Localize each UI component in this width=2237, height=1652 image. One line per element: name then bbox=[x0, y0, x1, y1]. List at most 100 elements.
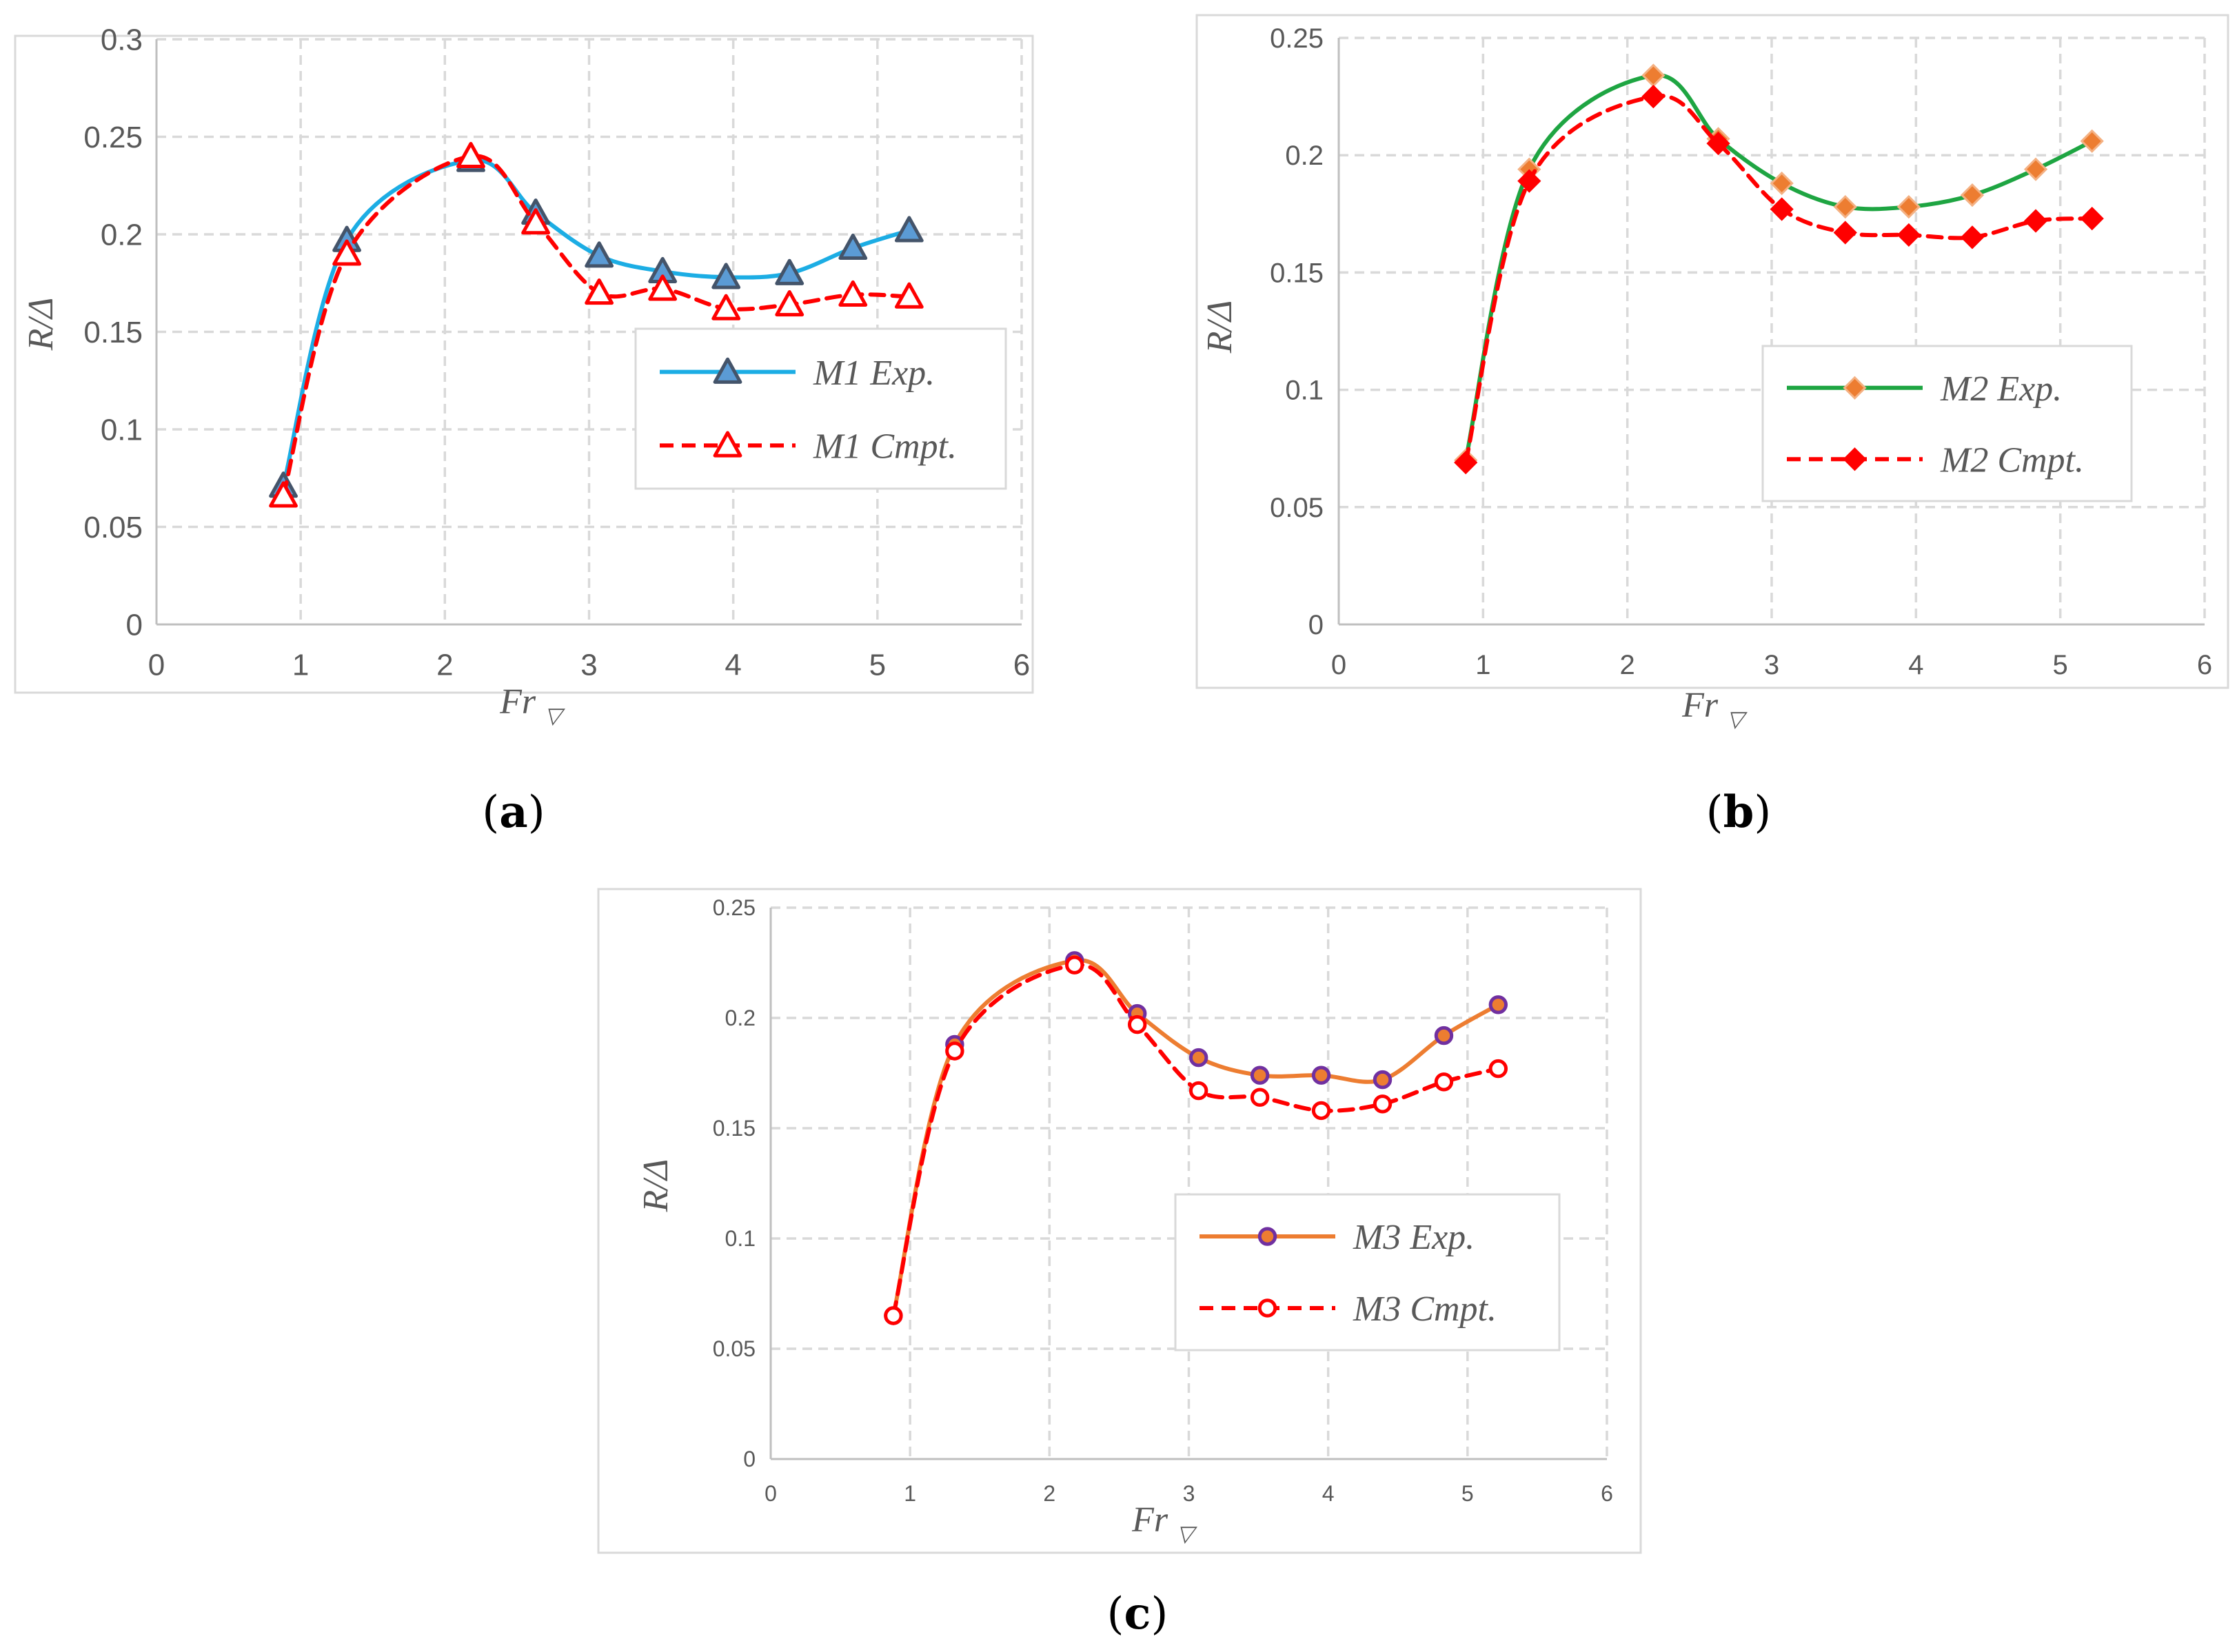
x-tick-label: 3 bbox=[580, 648, 597, 682]
data-point bbox=[1454, 451, 1478, 475]
legend-marker bbox=[713, 357, 742, 384]
x-tick-label: 5 bbox=[869, 648, 886, 682]
data-point bbox=[1517, 169, 1541, 193]
data-point bbox=[711, 294, 741, 320]
y-tick-label: 0.05 bbox=[1270, 493, 1324, 523]
legend-box bbox=[1761, 345, 2133, 502]
data-point bbox=[648, 274, 678, 301]
y-tick-label: 0 bbox=[126, 608, 143, 642]
x-tick-label: 5 bbox=[1461, 1481, 1474, 1506]
data-point bbox=[269, 481, 298, 508]
data-point bbox=[1641, 84, 1666, 109]
chart-panel-c: 0 0.05 0.1 0.15 0.2 0.25 0 1 2 3 4 5 6 R/Δ Fr ▽ M3 Exp.… bbox=[597, 888, 1642, 1554]
y-tick-label: 0.1 bbox=[1285, 376, 1324, 406]
x-tick-label: 5 bbox=[2053, 650, 2068, 680]
x-axis-title: Fr ▽ bbox=[1681, 686, 1748, 731]
x-tick-label: 6 bbox=[2197, 650, 2212, 680]
x-tick-label: 2 bbox=[1043, 1481, 1055, 1506]
y-tick-label: 0.25 bbox=[713, 895, 756, 920]
data-point bbox=[894, 282, 924, 309]
y-axis-title: R/Δ bbox=[1200, 300, 1239, 354]
x-tick-label: 4 bbox=[1908, 650, 1923, 680]
data-point bbox=[456, 141, 485, 169]
data-point bbox=[332, 239, 361, 266]
data-point bbox=[884, 1306, 903, 1325]
legend: M2 Exp. M2 Cmpt. bbox=[1761, 345, 2133, 502]
y-tick-label: 0.2 bbox=[725, 1006, 756, 1030]
y-tick-label: 0.25 bbox=[83, 121, 143, 154]
x-axis-title: Fr ▽ bbox=[1131, 1500, 1197, 1546]
series-cmpt bbox=[269, 141, 924, 508]
legend-label: M1 Exp. bbox=[813, 354, 935, 393]
data-point bbox=[2080, 206, 2104, 231]
y-tick-label: 0.1 bbox=[725, 1226, 756, 1251]
y-axis-title: R/Δ bbox=[636, 1159, 676, 1213]
panel-label-b: (b) bbox=[1706, 786, 1772, 838]
data-point bbox=[838, 233, 868, 261]
x-tick-label: 6 bbox=[1013, 648, 1030, 682]
data-point bbox=[1770, 197, 1794, 221]
panel-label-a: (a) bbox=[482, 786, 545, 838]
chart-panel-b: 0 0.05 0.1 0.15 0.2 0.25 0 1 2 3 4 5 6 R/Δ Fr ▽ M2 Exp.… bbox=[1195, 14, 2229, 731]
y-tick-label: 0.15 bbox=[1270, 258, 1324, 288]
data-point bbox=[1311, 1065, 1331, 1085]
data-point bbox=[1833, 221, 1857, 245]
legend-label: M2 Cmpt. bbox=[1940, 440, 2084, 480]
x-tick-label: 1 bbox=[1475, 650, 1490, 680]
legend-marker bbox=[1843, 376, 1867, 400]
data-point bbox=[1896, 223, 1921, 247]
legend: M1 Exp. M1 Cmpt. bbox=[634, 327, 1007, 490]
panel-label-c: (c) bbox=[1107, 1588, 1168, 1640]
series-cmpt bbox=[884, 955, 1508, 1325]
data-point bbox=[894, 216, 924, 243]
series-cmpt bbox=[1454, 84, 2104, 475]
x-tick-label: 3 bbox=[1183, 1481, 1195, 1506]
legend-marker bbox=[1257, 1298, 1277, 1318]
legend-box bbox=[634, 327, 1007, 490]
data-point bbox=[1188, 1081, 1208, 1101]
data-point bbox=[585, 241, 614, 268]
data-point bbox=[1311, 1101, 1331, 1121]
y-axis-title: R/Δ bbox=[21, 298, 61, 351]
legend-marker bbox=[1257, 1227, 1277, 1246]
legend-marker bbox=[713, 431, 742, 458]
y-tick-label: 0.25 bbox=[1270, 23, 1324, 54]
legend-marker bbox=[1843, 447, 1867, 471]
legend-label: M3 Exp. bbox=[1353, 1218, 1475, 1257]
x-tick-label: 2 bbox=[1620, 650, 1635, 680]
data-point bbox=[1373, 1094, 1393, 1114]
x-tick-label: 6 bbox=[1601, 1481, 1613, 1506]
data-point bbox=[2023, 209, 2048, 233]
plot-area bbox=[884, 951, 1508, 1325]
data-point bbox=[1488, 1059, 1508, 1079]
data-point bbox=[2080, 129, 2104, 153]
data-point bbox=[1960, 183, 1985, 207]
data-point bbox=[1250, 1088, 1270, 1107]
data-point bbox=[775, 289, 804, 317]
chart-panel-a: 00.050.10.150.20.250.30 1 2 3 4 5 6R/ΔFr ▽M1 E… bbox=[14, 23, 1034, 728]
y-tick-label: 0.05 bbox=[83, 511, 143, 544]
x-tick-label: 4 bbox=[725, 648, 741, 682]
y-tick-label: 0.1 bbox=[101, 413, 143, 447]
x-tick-label: 0 bbox=[148, 648, 165, 682]
data-point bbox=[711, 263, 741, 289]
data-point bbox=[1833, 194, 1857, 219]
plot-area bbox=[1454, 63, 2104, 475]
data-point bbox=[1127, 1014, 1147, 1034]
legend-label: M2 Exp. bbox=[1940, 369, 2062, 409]
plot-area bbox=[269, 141, 924, 508]
y-tick-label: 0 bbox=[1308, 610, 1324, 640]
y-tick-label: 0.15 bbox=[713, 1116, 756, 1141]
data-point bbox=[1434, 1026, 1454, 1046]
data-point bbox=[1488, 995, 1508, 1014]
data-point bbox=[838, 280, 868, 307]
data-point bbox=[1896, 194, 1921, 219]
data-point bbox=[2023, 157, 2048, 181]
data-point bbox=[585, 278, 614, 305]
data-point bbox=[945, 1041, 964, 1061]
x-tick-label: 2 bbox=[436, 648, 453, 682]
data-point bbox=[521, 208, 551, 235]
data-point bbox=[1065, 955, 1084, 975]
y-tick-label: 0.2 bbox=[101, 218, 143, 252]
